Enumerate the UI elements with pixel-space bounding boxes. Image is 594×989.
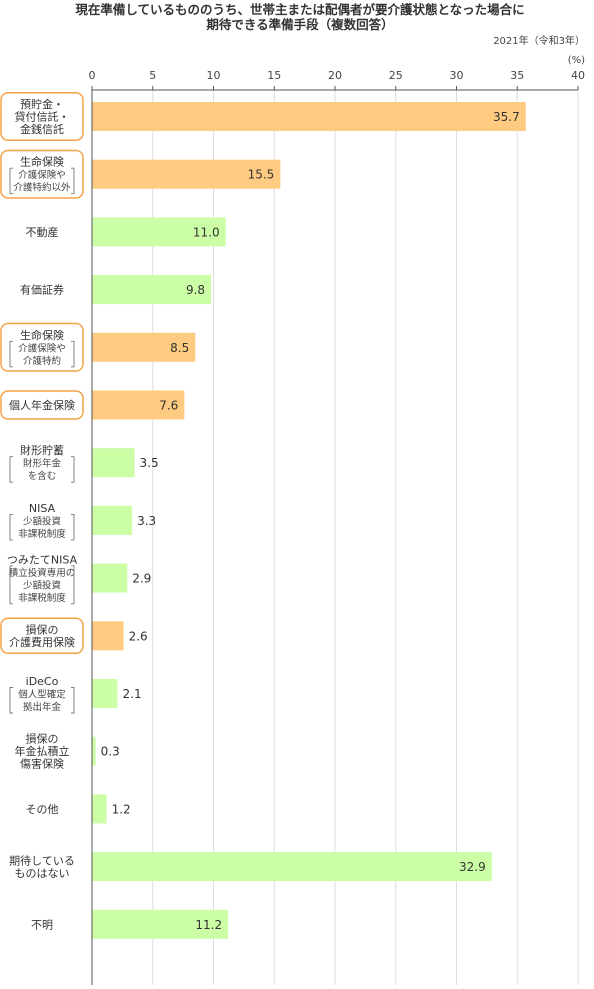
category-sublabel: 非課税制度 (18, 528, 66, 540)
bar (92, 102, 526, 131)
category-sublabel: 非課税制度 (18, 592, 66, 604)
category-sublabel: 少額投資 (23, 515, 61, 527)
value-label: 1.2 (112, 802, 131, 816)
value-label: 11.2 (195, 918, 222, 932)
bar (92, 794, 107, 824)
value-label: 32.9 (459, 860, 486, 874)
category-label-box (0, 390, 84, 420)
category-label: 損保の (26, 623, 59, 637)
chart-title-line-2: 期待できる準備手段（複数回答） (206, 17, 393, 32)
bar (92, 217, 226, 247)
tick-label: 30 (450, 69, 464, 82)
category-sublabel: 財形年金 (23, 458, 62, 470)
bars: 35.7 15.5 11.0 9.8 8.5 7.6 3.5 3.3 2.9 2.6 2.1 0.3 1… (92, 102, 526, 939)
bracket-right (71, 565, 75, 605)
year-note: 2021年（令和3年） (493, 34, 585, 47)
category-sublabel: 介護特約 (23, 355, 61, 367)
bar (92, 332, 196, 362)
category-label: NISA (29, 502, 56, 515)
value-label: 3.5 (140, 456, 159, 470)
bracket-left (9, 687, 13, 714)
value-label: 35.7 (493, 110, 520, 124)
category-label-box (0, 322, 84, 372)
bracket-left (9, 565, 13, 605)
category-sublabel: を含む (28, 470, 57, 482)
tick-label: 10 (207, 69, 221, 82)
value-label: 9.8 (186, 283, 205, 297)
bar (92, 621, 124, 651)
category-sublabel: 積立投資専用の (9, 567, 76, 579)
value-label: 8.5 (170, 341, 189, 355)
category-label-box (0, 92, 84, 141)
bar (92, 448, 135, 478)
tick-label: 40 (571, 69, 585, 82)
category-sublabel: 介護保険や (18, 342, 66, 354)
tick-label: 35 (510, 69, 524, 82)
bar (92, 390, 185, 420)
category-label-box (0, 149, 84, 199)
bar (92, 852, 492, 882)
bracket-right (71, 513, 75, 541)
category-label: 預貯金・ (20, 97, 64, 111)
category-sublabel: 介護特約以外 (13, 182, 71, 194)
category-label: 傷害保険 (20, 757, 64, 771)
unit-label: (%) (568, 55, 585, 66)
bracket-left (9, 167, 13, 195)
category-label: 個人年金保険 (9, 398, 75, 412)
value-label: 11.0 (193, 225, 220, 239)
x-axis-ticks: 0 5 10 15 20 25 30 35 40 (89, 69, 585, 90)
category-label: iDeCo (26, 675, 59, 688)
category-label: 不動産 (26, 225, 59, 239)
value-label: 0.3 (101, 745, 120, 759)
bracket-right (71, 340, 75, 368)
tick-label: 25 (389, 69, 403, 82)
category-label: 期待している (9, 853, 75, 867)
bar (92, 679, 118, 708)
category-label: 有価証券 (20, 283, 64, 297)
category-label: 貸付信託・ (15, 110, 70, 124)
value-label: 3.3 (137, 514, 156, 528)
value-label: 15.5 (248, 168, 275, 182)
category-label: 生命保険 (20, 328, 64, 342)
category-sublabel: 拠出年金 (23, 701, 62, 713)
tick-label: 20 (328, 69, 342, 82)
bar (92, 275, 212, 305)
bracket-right (71, 167, 75, 195)
category-label: 金銭信託 (20, 122, 64, 136)
bracket-left (9, 340, 13, 368)
category-sublabel: 介護保険や (18, 169, 66, 181)
value-label: 2.6 (129, 629, 148, 643)
category-label: 生命保険 (20, 155, 64, 169)
value-label: 2.9 (132, 572, 151, 586)
tick-label: 5 (149, 69, 156, 82)
bracket-left (9, 456, 13, 483)
category-label: 損保の (26, 732, 59, 746)
category-labels: 預貯金・貸付信託・金銭信託生命保険介護保険や介護特約以外不動産有価証券生命保険介… (0, 92, 84, 931)
bar (92, 909, 229, 939)
bar (92, 505, 133, 535)
value-label: 2.1 (123, 687, 142, 701)
category-label-box (0, 617, 84, 655)
category-label: ものはない (15, 867, 70, 880)
tick-label: 0 (89, 69, 96, 82)
bar (92, 159, 281, 189)
chart-title-line-1: 現在準備しているもののうち、世帯主または配偶者が要介護状態となった場合に (75, 2, 524, 17)
bar (92, 563, 128, 593)
category-label: 年金払積立 (15, 744, 70, 758)
bracket-left (9, 513, 13, 541)
bar (92, 736, 96, 766)
category-label: 不明 (31, 918, 53, 931)
category-label: つみたてNISA (7, 553, 78, 566)
category-sublabel: 少額投資 (23, 579, 61, 591)
value-label: 7.6 (159, 399, 178, 413)
category-sublabel: 個人型確定 (18, 689, 66, 701)
bracket-right (71, 456, 75, 483)
category-label: 介護費用保険 (9, 635, 75, 649)
bracket-right (71, 687, 75, 714)
tick-label: 15 (267, 69, 281, 82)
category-label: その他 (26, 803, 59, 816)
category-label: 財形貯蓄 (20, 443, 64, 457)
